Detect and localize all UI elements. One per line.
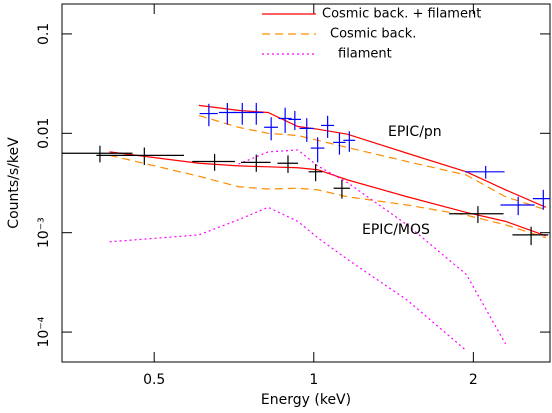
- x-axis-label: Energy (keV): [261, 392, 351, 408]
- y-tick-label: 10⁻⁴: [36, 316, 52, 347]
- y-tick-label: 0.1: [36, 23, 52, 45]
- legend-label: Cosmic back.: [330, 27, 416, 42]
- plot-area: [62, 102, 550, 352]
- plot-frame: [61, 3, 551, 363]
- model-line: [109, 206, 467, 352]
- x-tick-label: 0.5: [143, 372, 165, 388]
- x-tick-label: 1: [309, 372, 318, 388]
- model-line: [238, 149, 507, 345]
- model-line: [198, 104, 547, 208]
- dataset-label: EPIC/MOS: [362, 222, 430, 238]
- model-line: [198, 114, 547, 211]
- model-line: [109, 151, 547, 237]
- legend-label: Cosmic back. + filament: [322, 7, 481, 22]
- dataset-label: EPIC/pn: [388, 124, 442, 140]
- y-tick-label: 0.01: [36, 118, 52, 149]
- y-tick-label: 10⁻³: [36, 217, 52, 248]
- legend-label: filament: [338, 47, 392, 62]
- y-axis-label: Counts/s/keV: [6, 137, 22, 229]
- model-line: [109, 154, 547, 239]
- x-tick-label: 2: [469, 372, 478, 388]
